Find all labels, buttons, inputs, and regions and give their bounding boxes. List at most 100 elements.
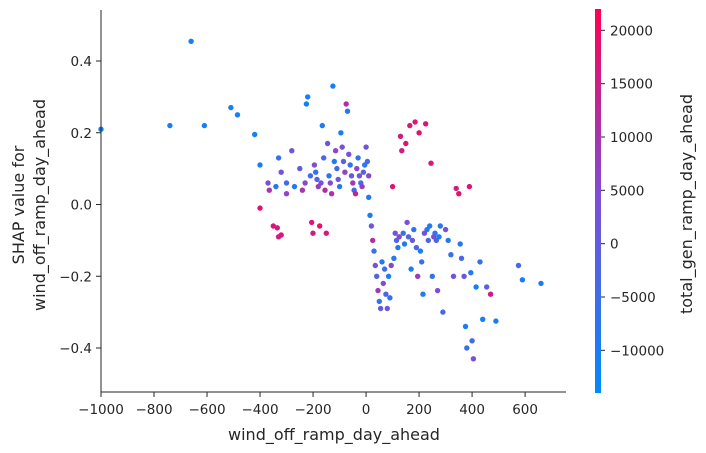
data-point: [397, 133, 404, 139]
x-tick-label: −600: [188, 402, 225, 418]
data-point: [434, 287, 441, 294]
y-tick-label: −0.4: [59, 341, 92, 357]
x-tick-label: −400: [241, 402, 278, 418]
data-point: [360, 169, 367, 175]
data-point: [396, 234, 402, 240]
data-point: [473, 284, 479, 290]
data-point: [408, 266, 414, 272]
y-tick-label: 0.0: [71, 198, 92, 214]
data-point: [388, 262, 394, 269]
data-point: [322, 187, 328, 193]
data-point: [305, 94, 311, 100]
data-point: [487, 291, 494, 297]
data-point: [321, 155, 327, 161]
data-point: [493, 318, 499, 324]
data-point: [515, 262, 522, 269]
data-point: [340, 158, 347, 165]
data-point: [252, 131, 258, 138]
data-point: [419, 259, 425, 265]
colorbar-label: total_gen_ramp_day_ahead: [677, 94, 697, 314]
data-point: [466, 183, 473, 190]
data-point: [453, 185, 459, 192]
data-point: [331, 158, 337, 165]
data-point: [347, 162, 353, 168]
data-point: [427, 223, 433, 229]
y-tick-label: 0.2: [71, 126, 92, 142]
data-point: [448, 252, 454, 258]
data-point: [318, 180, 324, 186]
data-point: [423, 121, 429, 127]
data-point: [387, 295, 393, 301]
scatter-points: [98, 38, 544, 362]
data-point: [370, 237, 376, 244]
data-point: [432, 230, 438, 236]
data-point: [289, 148, 295, 154]
data-point: [538, 280, 544, 287]
data-point: [355, 155, 361, 161]
data-point: [363, 144, 369, 150]
data-point: [407, 122, 413, 129]
data-point: [350, 180, 356, 186]
data-point: [374, 273, 380, 279]
data-point: [384, 305, 390, 312]
data-point: [380, 280, 386, 287]
x-tick-label: 200: [406, 402, 432, 418]
data-point: [275, 155, 282, 161]
data-point: [343, 101, 349, 107]
x-tick-label: 0: [362, 402, 371, 418]
data-point: [330, 83, 336, 89]
colorbar-tick-label: −5000: [610, 290, 656, 306]
data-point: [314, 176, 320, 183]
data-point: [416, 130, 422, 136]
x-tick-label: −200: [295, 402, 332, 418]
data-point: [307, 173, 314, 179]
data-point: [381, 266, 388, 272]
data-point: [371, 248, 377, 254]
data-point: [299, 187, 306, 193]
data-point: [265, 180, 271, 186]
data-point: [346, 151, 352, 157]
x-tick-label: 400: [459, 402, 485, 418]
data-point: [480, 316, 486, 322]
data-point: [519, 277, 526, 283]
data-point: [291, 183, 298, 190]
data-point: [335, 176, 341, 183]
data-point: [188, 38, 194, 44]
data-point: [376, 298, 382, 305]
data-point: [348, 173, 355, 179]
data-point: [413, 244, 420, 251]
data-point: [457, 241, 463, 247]
data-point: [372, 262, 378, 269]
data-point: [338, 130, 344, 136]
data-point: [437, 223, 443, 229]
data-point: [395, 244, 401, 251]
data-point: [462, 323, 469, 330]
data-point: [319, 122, 325, 129]
data-point: [283, 191, 290, 197]
data-point: [409, 237, 416, 244]
data-point: [425, 237, 431, 244]
data-point: [313, 169, 319, 175]
data-point: [440, 309, 446, 315]
data-point: [411, 226, 417, 233]
data-point: [429, 273, 435, 279]
data-point: [389, 183, 396, 190]
data-point: [326, 173, 332, 179]
data-point: [274, 225, 280, 231]
data-point: [334, 165, 340, 172]
y-tick-label: −0.2: [59, 269, 92, 285]
data-point: [323, 230, 329, 236]
data-point: [470, 356, 477, 362]
data-point: [456, 191, 462, 197]
data-point: [458, 255, 465, 261]
colorbar-ticks: 20000 15000 10000 5000 0 −5000 −10000: [601, 23, 664, 359]
data-point: [283, 180, 290, 186]
data-point: [352, 191, 359, 197]
data-point: [383, 291, 389, 297]
data-point: [401, 241, 408, 247]
data-point: [379, 259, 385, 265]
colorbar-tick-label: −10000: [610, 343, 664, 359]
data-point: [461, 273, 467, 279]
x-tick-label: −1000: [78, 402, 124, 418]
x-axis-label: wind_off_ramp_day_ahead: [228, 425, 440, 445]
